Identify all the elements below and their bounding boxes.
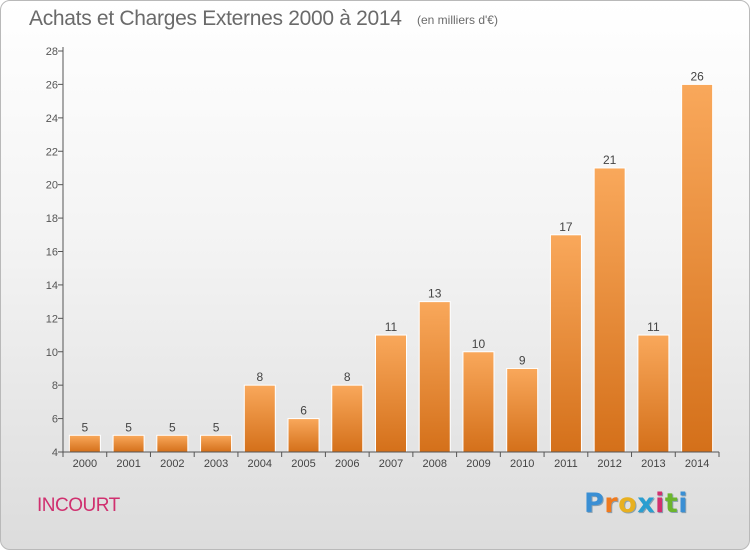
x-tick-label: 2004 [248,458,272,470]
x-tick-label: 2007 [379,458,403,470]
logo-letter: x [637,488,656,519]
y-tick-label: 6 [52,414,58,426]
x-tick-label: 2012 [597,458,621,470]
bar-value-label: 5 [213,420,220,434]
bar [375,334,407,453]
y-tick-label: 14 [46,280,58,292]
y-tick-label: 24 [46,113,58,125]
logo-letter: i [678,488,689,519]
bar-value-label: 8 [256,370,263,384]
bar-value-label: 6 [300,404,307,418]
bar-value-label: 8 [344,370,351,384]
x-tick-label: 2003 [204,458,228,470]
x-tick-label: 2010 [510,458,534,470]
bar-value-label: 17 [559,220,573,234]
y-tick-label: 10 [46,347,58,359]
bar [200,434,233,453]
proxiti-logo: Proxiti [584,488,688,519]
logo-letter: P [584,488,605,519]
y-tick-label: 22 [46,146,58,158]
x-tick-label: 2005 [291,458,315,470]
logo-letter: o [618,488,638,519]
bar [112,434,145,453]
commune-name: INCOURT [37,495,120,516]
bar [243,384,276,453]
bar-value-label: 21 [603,153,617,167]
x-tick-label: 2002 [160,458,184,470]
bar [462,351,495,453]
bar-value-label: 11 [385,320,398,334]
bar [68,434,101,453]
x-tick-label: 2013 [641,458,665,470]
bar-value-label: 11 [647,320,660,334]
y-tick-label: 4 [52,447,58,459]
bar [287,418,320,453]
x-tick-label: 2001 [116,458,140,470]
bar-value-label: 9 [519,353,526,367]
bar [331,384,364,453]
bar [418,301,451,453]
x-tick-label: 2006 [335,458,359,470]
y-tick-label: 16 [46,247,58,259]
bar [637,334,670,453]
bars: 5 5 5 5 8 6 8 11 13 10 9 17 21 11 26 [68,69,714,453]
logo-letter: r [604,488,619,519]
logo-letter: t [664,488,679,519]
y-axis: 4 6 8 10 12 14 16 18 20 22 24 26 28 [46,46,64,459]
bar-value-label: 26 [690,69,704,83]
x-tick-label: 2014 [685,458,709,470]
logo-letter: i [655,488,665,519]
bar-value-label: 5 [125,420,132,434]
chart-title: Achats et Charges Externes 2000 à 2014 [29,7,402,30]
x-tick-label: 2008 [422,458,446,470]
y-tick-label: 28 [46,46,58,58]
x-tick-label: 2011 [554,458,578,470]
bar-value-label: 10 [472,337,486,351]
bar-value-label: 5 [82,420,89,434]
y-tick-label: 8 [52,380,58,392]
bar [549,234,582,453]
x-tick-label: 2000 [73,458,97,470]
y-tick-label: 20 [46,180,58,192]
x-tick-label: 2009 [466,458,490,470]
x-axis: 2000 2001 2002 2003 2004 2005 2006 2007 2008 2009… [62,451,720,470]
bar-value-label: 5 [169,420,176,434]
chart-subtitle: (en milliers d'€) [417,13,498,27]
y-tick-label: 12 [46,313,58,325]
bar-value-label: 13 [428,287,442,301]
y-tick-label: 18 [46,213,58,225]
bar [156,434,189,453]
y-tick-label: 26 [46,79,58,91]
bar [593,167,626,453]
bar [681,83,714,453]
bar [506,367,539,453]
